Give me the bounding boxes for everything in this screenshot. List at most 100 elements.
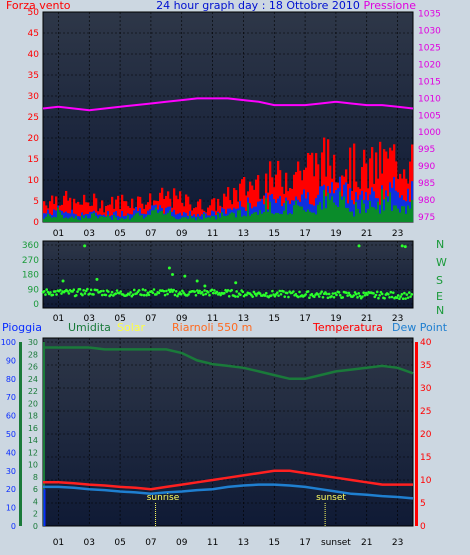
wind-green-bar [341, 199, 344, 222]
wind-green-bar [53, 217, 56, 222]
temperature-line [43, 469, 413, 491]
direction-point [353, 291, 357, 294]
wind-green-bar [261, 213, 264, 222]
wind-green-bar [141, 215, 144, 222]
wind-green-bar [113, 214, 116, 222]
direction-point [241, 290, 245, 294]
direction-point [354, 292, 358, 296]
wind-green-bar [239, 210, 242, 222]
wind-green-bar [185, 217, 188, 222]
rain-tick-label: 10 [6, 504, 16, 513]
wind-green-bar [381, 189, 384, 222]
direction-point [82, 288, 85, 292]
direction-outlier [61, 279, 65, 283]
direction-point [373, 295, 377, 299]
direction-point [208, 293, 211, 297]
direction-point [137, 288, 141, 292]
wind-gust-bar [375, 152, 378, 222]
direction-point [206, 291, 210, 294]
direction-point [140, 293, 143, 297]
direction-point [173, 293, 177, 297]
wind-gust-bar [175, 195, 178, 222]
direction-point [107, 290, 110, 293]
direction-point [102, 289, 105, 293]
rain-tick-label: 40 [6, 448, 16, 457]
direction-point [141, 288, 145, 291]
wind-green-bar [181, 217, 184, 222]
direction-point [83, 292, 87, 295]
wind-avg-bar [177, 213, 180, 222]
wind-green-bar [385, 197, 388, 222]
direction-point [95, 288, 99, 292]
wind-gust-bar [385, 151, 388, 222]
direction-tick-label: 0 [33, 300, 39, 310]
direction-point [89, 288, 93, 292]
humidity-line [43, 346, 414, 381]
direction-point [292, 290, 295, 293]
direction-point [131, 293, 135, 297]
wind-green-bar [167, 212, 170, 222]
direction-point [405, 293, 409, 296]
wind-green-bar [175, 218, 178, 222]
wind-avg-bar [195, 216, 198, 222]
wind-avg-bar [345, 182, 348, 222]
wind-green-bar [309, 211, 312, 222]
wind-green-bar [147, 214, 150, 222]
wind-green-bar [393, 205, 396, 222]
wind-green-bar [305, 211, 308, 222]
wind-tick-label: 50 [28, 8, 40, 18]
direction-point [363, 293, 367, 297]
wind-avg-bar [279, 196, 282, 222]
wind-gust-bar [233, 187, 236, 222]
wind-avg-bar [175, 214, 178, 222]
wind-green-bar [203, 213, 206, 222]
wind-gust-bar [187, 196, 190, 222]
wind-green-bar [301, 206, 304, 222]
direction-tick-label: 180 [22, 271, 39, 281]
wind-avg-bar [287, 200, 290, 222]
wind-avg-bar [201, 214, 204, 222]
wind-green-bar [371, 206, 374, 222]
direction-point [285, 291, 289, 295]
wind-green-bar [191, 218, 194, 222]
pressure-tick-label: 1030 [418, 27, 441, 37]
wind-green-bar [201, 219, 204, 222]
wind-gust-bar [241, 179, 244, 222]
wind-avg-bar [303, 189, 306, 222]
wind-gust-bar [123, 201, 126, 222]
direction-point [380, 292, 384, 296]
wind-tick-label: 45 [28, 29, 39, 39]
direction-point [391, 291, 395, 294]
direction-point [304, 293, 308, 296]
pressure-tick-label: 1015 [418, 77, 441, 87]
wind-gust-bar [105, 206, 108, 222]
wind-gust-bar [405, 178, 408, 222]
wind-gust-bar [309, 154, 312, 222]
wind-gust-bar [391, 150, 394, 222]
wind-gust-bar [371, 147, 374, 222]
wind-gust-bar [257, 175, 260, 222]
wind-green-bar [289, 213, 292, 222]
wind-gust-bar [207, 207, 210, 222]
hour-tick-label: 21 [361, 229, 372, 239]
wind-green-bar [345, 207, 348, 222]
direction-point [358, 294, 362, 298]
direction-outlier [403, 245, 407, 249]
wind-gust-bar [311, 152, 314, 222]
direction-point [66, 289, 69, 293]
direction-point [377, 296, 380, 300]
direction-point [215, 290, 219, 294]
wind-green-bar [397, 208, 400, 222]
direction-tick-label: 360 [22, 241, 39, 251]
wind-avg-bar [379, 204, 382, 222]
hour-tick-label: 11 [207, 229, 218, 239]
wind-avg-bar [55, 210, 58, 222]
hour-tick-label: 01 [53, 538, 64, 548]
direction-tick-label: 90 [28, 285, 40, 295]
direction-point [45, 288, 48, 291]
station-title: Riarnoli 550 m [172, 321, 252, 334]
temperature-title: Temperatura [312, 321, 383, 334]
direction-point [157, 291, 161, 295]
direction-point [226, 289, 230, 292]
wind-green-bar [237, 210, 240, 222]
